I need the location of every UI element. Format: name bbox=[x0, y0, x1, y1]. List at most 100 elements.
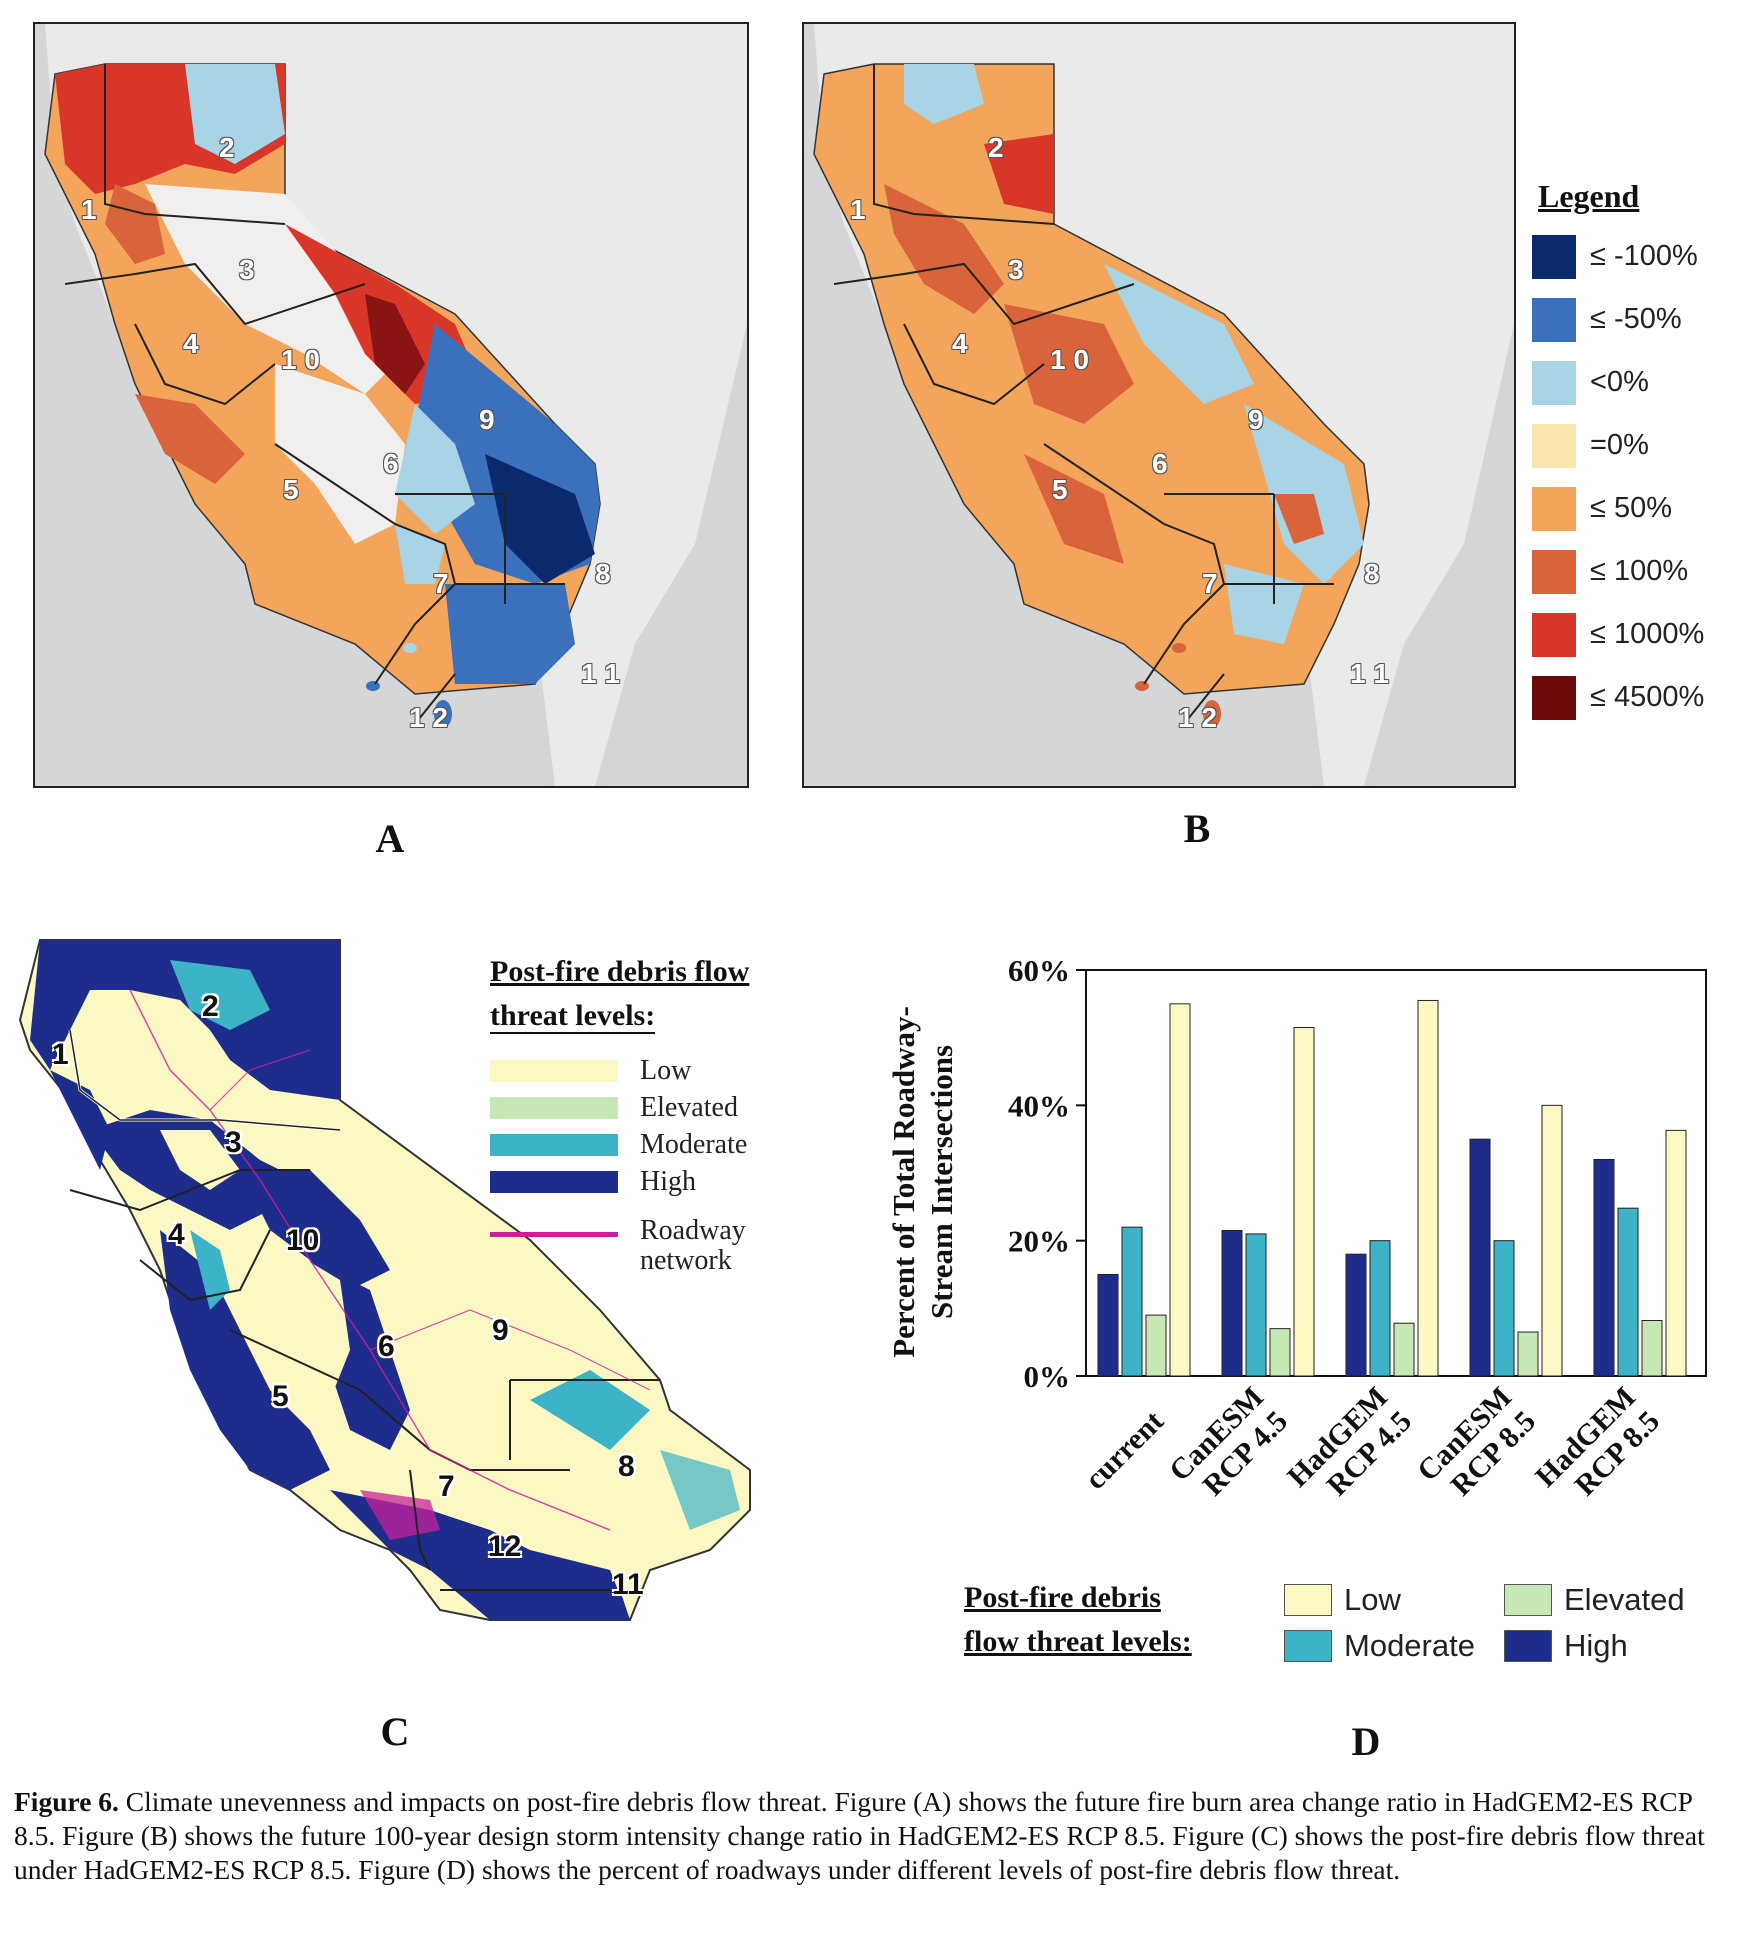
bar-high-1 bbox=[1221, 1230, 1243, 1377]
legend-swatch bbox=[1504, 1584, 1552, 1616]
map-a-region-labels: 1 2 3 4 1 0 5 6 7 8 9 1 1 1 2 bbox=[35, 24, 747, 786]
map-c-region-3: 3 bbox=[225, 1126, 242, 1159]
map-a-svg bbox=[35, 24, 747, 786]
legend-swatch bbox=[1532, 297, 1576, 342]
map-c-region-10: 10 bbox=[286, 1224, 320, 1257]
map-c-region-6: 6 bbox=[378, 1330, 395, 1363]
legend-swatch bbox=[1532, 675, 1576, 720]
map-b-region-11: 1 1 bbox=[1350, 658, 1389, 689]
map-b-region-5: 5 bbox=[1052, 474, 1068, 505]
bar-elevated-4 bbox=[1641, 1320, 1663, 1377]
legend-label: Moderate bbox=[640, 1128, 748, 1160]
bar-high-2 bbox=[1345, 1253, 1367, 1377]
bar-high-4 bbox=[1593, 1158, 1615, 1377]
y-tick-label: 40% bbox=[1008, 1088, 1070, 1123]
map-b-svg bbox=[813, 24, 1514, 786]
legend-label: ≤ -100% bbox=[1590, 240, 1698, 272]
legend-label: ≤ 4500% bbox=[1590, 681, 1705, 713]
legend-label: <0% bbox=[1590, 366, 1649, 398]
y-axis-title-line2: Stream Intersections bbox=[924, 1045, 959, 1319]
map-c-region-9: 9 bbox=[492, 1314, 509, 1347]
map-c-region-11: 11 bbox=[612, 1568, 644, 1601]
map-b-region-10: 1 0 bbox=[1050, 344, 1089, 375]
roadway-label-line2: network bbox=[640, 1245, 732, 1276]
map-a-region-9: 9 bbox=[479, 404, 495, 435]
legend-swatch bbox=[490, 1170, 618, 1193]
legend-label: Elevated bbox=[640, 1091, 738, 1123]
legend-swatch bbox=[490, 1133, 618, 1156]
legend-threat-levels-d: Post-fire debris flow threat levels: Low… bbox=[964, 1576, 1704, 1686]
caption-figure-number: Figure 6. bbox=[14, 1786, 119, 1817]
legend-c-title-line2: threat levels: bbox=[490, 999, 656, 1034]
y-axis-title-line1: Percent of Total Roadway- bbox=[886, 1006, 921, 1358]
map-c-region-2: 2 bbox=[202, 990, 219, 1023]
legend-label: ≤ 1000% bbox=[1590, 618, 1705, 650]
map-b-region-8: 8 bbox=[1364, 558, 1380, 589]
map-a-region-7: 7 bbox=[433, 568, 449, 599]
map-c-region-7: 7 bbox=[438, 1470, 455, 1503]
bar-elevated-3 bbox=[1517, 1331, 1539, 1377]
map-a-region-11: 1 1 bbox=[581, 658, 620, 689]
figure-caption: Figure 6. Climate unevenness and impacts… bbox=[14, 1785, 1734, 1887]
legend-label: ≤ 50% bbox=[1590, 492, 1673, 524]
legend-swatch bbox=[1504, 1630, 1552, 1662]
caption-text: Climate unevenness and impacts on post-f… bbox=[14, 1786, 1705, 1885]
map-b-region-3: 3 bbox=[1008, 254, 1024, 285]
bar-low-0 bbox=[1169, 1003, 1191, 1377]
legend-label: Elevated bbox=[1564, 1582, 1685, 1617]
bar-elevated-1 bbox=[1269, 1328, 1291, 1377]
legend-item: =0% bbox=[1532, 414, 1742, 477]
y-tick-label: 0% bbox=[1024, 1359, 1071, 1394]
legend-item: ≤ -100% bbox=[1532, 225, 1742, 288]
legend-item: ≤ 50% bbox=[1532, 477, 1742, 540]
legend-swatch bbox=[1532, 360, 1576, 405]
map-a-region-3: 3 bbox=[239, 254, 255, 285]
map-c-region-labels: 1 2 3 4 10 5 6 7 8 9 11 12 bbox=[10, 930, 770, 1650]
legend-item: High bbox=[490, 1163, 820, 1200]
map-b-region-9: 9 bbox=[1248, 404, 1264, 435]
y-tick-label: 20% bbox=[1008, 1224, 1070, 1259]
legend-roadway: Roadway network bbox=[490, 1216, 820, 1276]
map-b-region-1: 1 bbox=[850, 194, 866, 225]
legend-change-ratio: Legend ≤ -100% ≤ -50% <0% =0% ≤ 50% ≤ 10… bbox=[1532, 178, 1742, 729]
legend-label: Moderate bbox=[1344, 1628, 1475, 1663]
legend-label: High bbox=[640, 1165, 696, 1197]
legend-roadway-label: Roadway network bbox=[640, 1216, 790, 1276]
panel-a-label: A bbox=[375, 816, 405, 861]
chart-y-ticks: 0% 20% 40% 60% bbox=[1008, 953, 1086, 1394]
legend-item: Moderate bbox=[490, 1126, 820, 1163]
legend-item-elevated: Elevated bbox=[1504, 1582, 1685, 1618]
legend-item: Elevated bbox=[490, 1089, 820, 1126]
map-a-region-10: 1 0 bbox=[281, 344, 320, 375]
map-panel-a: 1 2 3 4 1 0 5 6 7 8 9 1 1 1 2 bbox=[33, 22, 749, 788]
legend-label: =0% bbox=[1590, 429, 1649, 461]
legend-c-title: Post-fire debris flow threat levels: bbox=[490, 950, 820, 1038]
legend-swatch bbox=[1284, 1630, 1332, 1662]
legend-item: ≤ 4500% bbox=[1532, 666, 1742, 729]
legend-d-title-line1: Post-fire debris bbox=[964, 1581, 1161, 1614]
legend-label: ≤ -50% bbox=[1590, 303, 1682, 335]
map-a-region-2: 2 bbox=[219, 132, 235, 163]
map-c-region-4: 4 bbox=[168, 1218, 185, 1251]
legend-swatch bbox=[1532, 234, 1576, 279]
map-a-region-4: 4 bbox=[183, 328, 199, 359]
bar-elevated-2 bbox=[1393, 1322, 1415, 1377]
legend-swatch bbox=[1532, 423, 1576, 468]
legend-item-moderate: Moderate bbox=[1284, 1628, 1475, 1664]
map-c-svg bbox=[18, 939, 751, 1621]
map-b-region-4: 4 bbox=[952, 328, 968, 359]
map-b-region-6: 6 bbox=[1152, 448, 1168, 479]
legend-label: ≤ 100% bbox=[1590, 555, 1689, 587]
bar-moderate-0 bbox=[1121, 1226, 1143, 1377]
bar-elevated-0 bbox=[1145, 1314, 1167, 1377]
map-c-region-5: 5 bbox=[272, 1380, 289, 1413]
legend-item: <0% bbox=[1532, 351, 1742, 414]
legend-label: Low bbox=[1344, 1582, 1401, 1617]
legend-item-low: Low bbox=[1284, 1582, 1401, 1618]
map-panel-b: 1 2 3 4 1 0 5 6 7 8 9 1 1 1 2 bbox=[802, 22, 1516, 788]
legend-swatch bbox=[1284, 1584, 1332, 1616]
map-c-region-1: 1 bbox=[52, 1038, 69, 1071]
